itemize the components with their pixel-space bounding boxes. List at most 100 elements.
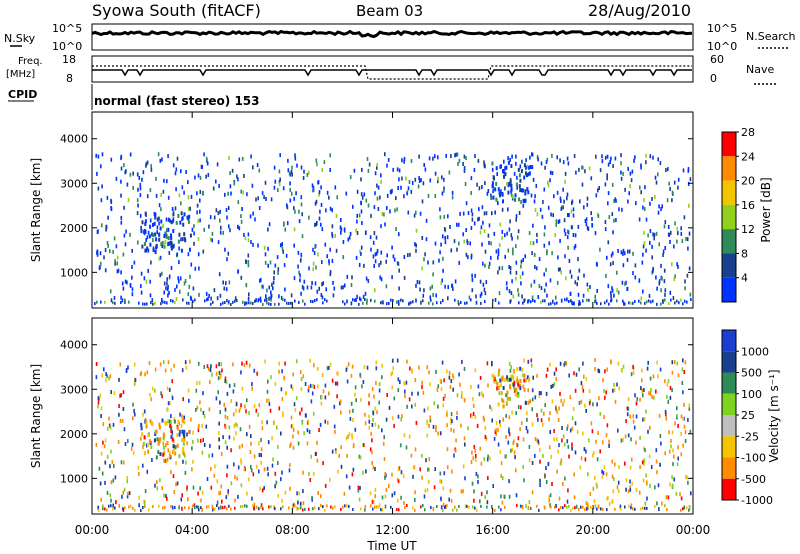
echo-cell — [591, 429, 594, 434]
echo-cell — [496, 172, 498, 177]
echo-cell — [571, 416, 574, 421]
echo-cell — [123, 427, 126, 432]
echo-cell — [159, 226, 162, 231]
echo-cell — [306, 428, 309, 433]
echo-cell — [219, 230, 222, 235]
echo-cell — [426, 421, 429, 426]
echo-cell — [208, 453, 210, 458]
echo-cell — [498, 291, 501, 296]
echo-cell — [297, 264, 299, 269]
echo-cell — [645, 217, 648, 222]
echo-cell — [376, 505, 378, 509]
echo-cell — [626, 406, 629, 411]
echo-cell — [309, 478, 312, 482]
echo-cell — [688, 406, 691, 411]
echo-cell — [216, 296, 219, 301]
echo-cell — [150, 445, 153, 449]
echo-cell — [178, 260, 180, 265]
echo-cell — [243, 173, 245, 178]
x-axis-label: Time UT — [366, 539, 417, 553]
echo-cell — [145, 279, 148, 284]
echo-cell — [451, 469, 453, 474]
echo-cell — [536, 504, 538, 508]
echo-cell — [172, 450, 174, 455]
echo-cell — [296, 163, 298, 168]
echo-cell — [198, 266, 200, 271]
echo-cell — [582, 299, 584, 303]
echo-cell — [480, 504, 482, 508]
echo-cell — [292, 445, 295, 450]
echo-cell — [291, 424, 294, 429]
echo-cell — [210, 466, 212, 471]
echo-cell — [263, 195, 265, 200]
echo-cell — [411, 181, 414, 185]
echo-cell — [380, 508, 382, 512]
colorbar-swatch — [722, 330, 736, 352]
echo-cell — [585, 449, 587, 454]
echo-cell — [288, 506, 290, 510]
echo-cell — [440, 281, 443, 286]
echo-cell — [364, 298, 366, 302]
echo-cell — [180, 211, 183, 216]
echo-cell — [237, 465, 240, 470]
echo-cell — [603, 388, 605, 393]
echo-cell — [189, 359, 191, 364]
echo-cell — [174, 300, 176, 304]
echo-cell — [359, 372, 361, 377]
echo-cell — [238, 445, 241, 450]
echo-cell — [280, 243, 282, 248]
echo-cell — [671, 430, 674, 435]
echo-cell — [497, 372, 500, 377]
echo-cell — [199, 209, 201, 214]
echo-cell — [505, 454, 507, 459]
nsky-label: N.Sky — [4, 32, 36, 45]
echo-cell — [330, 505, 332, 509]
echo-cell — [497, 248, 500, 253]
echo-cell — [588, 298, 590, 302]
echo-cell — [300, 291, 302, 296]
echo-cell — [162, 432, 165, 437]
echo-cell — [527, 400, 530, 405]
echo-cell — [521, 367, 524, 372]
echo-cell — [250, 240, 252, 245]
echo-cell — [370, 247, 372, 252]
echo-cell — [160, 207, 162, 212]
echo-cell — [522, 373, 525, 378]
echo-cell — [112, 301, 114, 305]
echo-cell — [384, 222, 386, 227]
echo-cell — [302, 299, 304, 303]
echo-cell — [579, 301, 581, 306]
echo-cell — [259, 296, 262, 301]
echo-cell — [170, 244, 173, 249]
echo-cell — [100, 414, 102, 418]
echo-cell — [294, 299, 296, 303]
echo-cell — [420, 300, 422, 305]
echo-cell — [151, 298, 154, 303]
echo-cell — [237, 269, 239, 274]
echo-cell — [104, 300, 106, 304]
echo-cell — [124, 170, 126, 175]
echo-cell — [471, 217, 474, 222]
echo-cell — [491, 504, 493, 509]
echo-cell — [173, 489, 176, 494]
echo-cell — [464, 182, 467, 186]
echo-cell — [381, 495, 384, 500]
echo-cell — [671, 475, 673, 480]
echo-cell — [493, 436, 496, 441]
echo-cell — [396, 207, 398, 212]
echo-cell — [501, 397, 503, 402]
echo-cell — [134, 508, 136, 512]
echo-cell — [548, 241, 550, 246]
echo-cell — [505, 165, 508, 170]
echo-cell — [309, 358, 311, 363]
echo-cell — [166, 496, 168, 501]
colorbar-tick-label: 12 — [741, 223, 755, 236]
echo-cell — [661, 204, 663, 209]
echo-cell — [612, 164, 614, 169]
echo-cell — [599, 449, 601, 454]
echo-cell — [313, 251, 316, 255]
echo-cell — [631, 481, 633, 486]
echo-cell — [524, 378, 527, 383]
echo-cell — [266, 389, 269, 394]
echo-cell — [436, 301, 438, 305]
